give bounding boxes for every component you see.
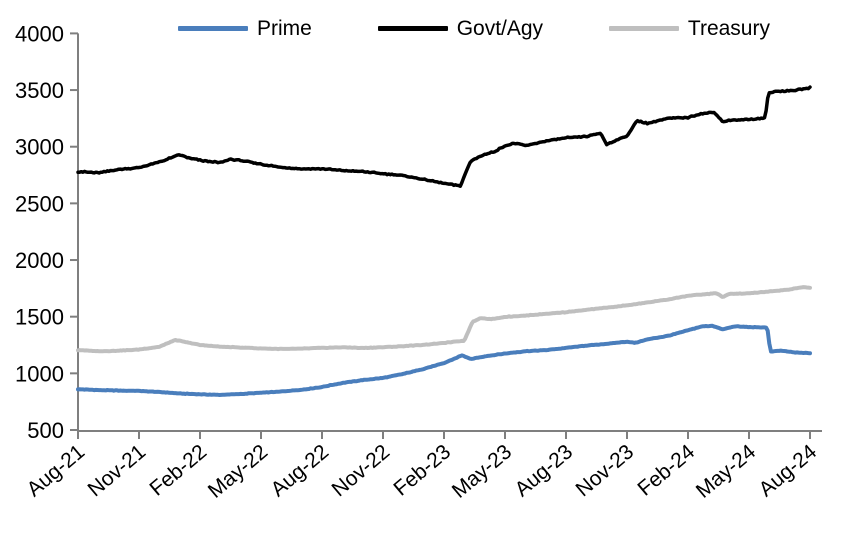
legend-item-prime: Prime: [178, 18, 312, 39]
treasury-line-swatch: [608, 26, 679, 31]
svg-text:Aug-24: Aug-24: [755, 440, 822, 501]
legend-label-prime: Prime: [257, 17, 312, 40]
svg-text:Nov-23: Nov-23: [572, 440, 639, 501]
svg-text:Aug-21: Aug-21: [23, 440, 90, 501]
svg-text:2500: 2500: [15, 191, 64, 216]
svg-text:1000: 1000: [15, 361, 64, 386]
svg-text:Aug-23: Aug-23: [511, 440, 578, 501]
svg-text:Feb-24: Feb-24: [633, 440, 699, 501]
svg-text:4000: 4000: [15, 21, 64, 46]
svg-text:May-24: May-24: [692, 440, 761, 503]
svg-text:1500: 1500: [15, 305, 64, 330]
svg-text:May-22: May-22: [204, 440, 272, 503]
svg-text:May-23: May-23: [448, 440, 516, 503]
legend-item-treasury: Treasury: [608, 17, 770, 40]
svg-text:3000: 3000: [15, 135, 64, 160]
chart-legend: Prime Govt/Agy Treasury: [178, 18, 770, 39]
svg-text:Nov-22: Nov-22: [328, 440, 395, 501]
svg-text:Feb-22: Feb-22: [145, 440, 211, 500]
svg-text:Feb-23: Feb-23: [389, 440, 455, 500]
prime-line-swatch: [178, 26, 248, 31]
svg-text:2000: 2000: [15, 248, 64, 273]
legend-item-govt-agy: Govt/Agy: [377, 17, 544, 40]
svg-text:Nov-21: Nov-21: [84, 440, 151, 501]
svg-text:500: 500: [27, 418, 64, 443]
svg-text:Aug-22: Aug-22: [267, 440, 334, 501]
legend-label-govt-agy: Govt/Agy: [456, 17, 544, 40]
svg-text:3500: 3500: [15, 78, 64, 103]
legend-label-treasury: Treasury: [687, 17, 770, 40]
govt-agy-line-swatch: [377, 26, 448, 31]
